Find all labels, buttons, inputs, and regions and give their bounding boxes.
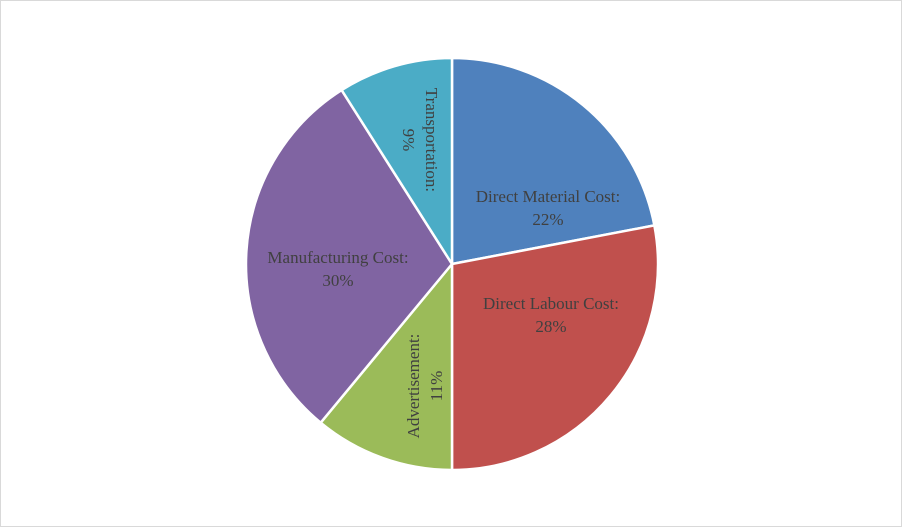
pie-slice-transportation <box>340 56 454 266</box>
pie-slice-advertisement <box>319 262 454 472</box>
data-label-manufacturing: Manufacturing Cost: 30% <box>267 248 409 290</box>
pie-slice-manufacturing-cost <box>244 88 454 424</box>
data-label-advertisement: Advertisement: 11% <box>404 333 446 439</box>
pie-slice-direct-material-cost <box>450 56 656 266</box>
data-label-direct-material: Direct Material Cost: 22% <box>475 187 621 229</box>
pie-slice-direct-labour-cost <box>450 224 660 472</box>
data-label-transportation: Transportation: 9% <box>399 87 441 193</box>
data-label-direct-labour: Direct Labour Cost: 28% <box>483 294 619 336</box>
